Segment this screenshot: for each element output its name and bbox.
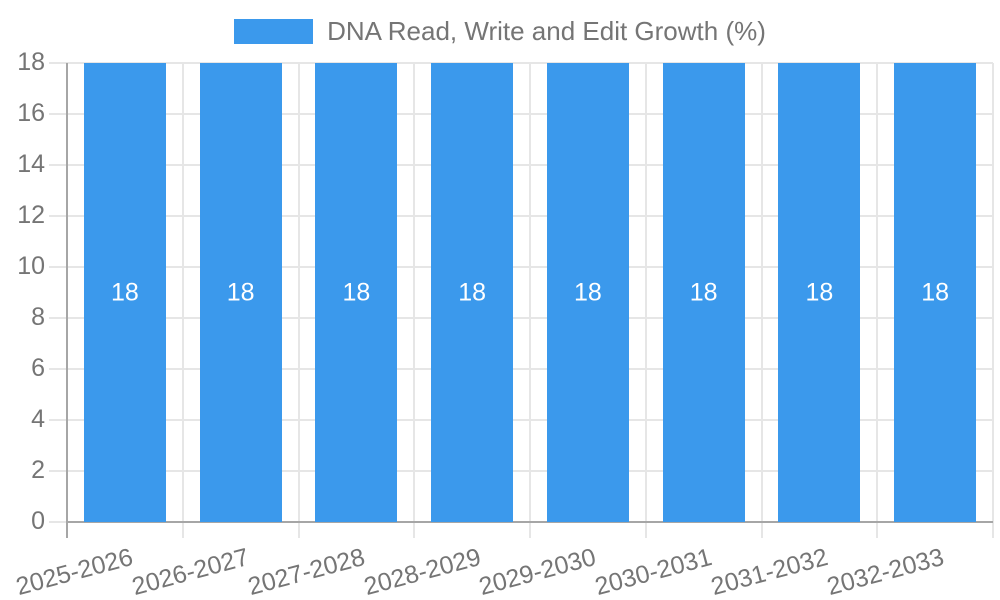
x-axis-tick-label: 2025-2026 (13, 543, 137, 600)
y-axis-tick-label: 18 (17, 47, 45, 76)
y-axis-tick-label: 16 (17, 98, 45, 127)
y-axis-tick-label: 12 (17, 200, 45, 229)
bar-value-label: 18 (805, 278, 834, 306)
y-axis-tick-label: 2 (31, 455, 45, 484)
x-axis-tick-label: 2029-2030 (476, 543, 600, 600)
h-gridline (49, 419, 993, 421)
bar (778, 63, 861, 522)
bar-value-label: 18 (458, 278, 487, 306)
bar (431, 63, 514, 522)
bar (662, 63, 745, 522)
v-gridline (297, 63, 300, 538)
h-gridline (49, 113, 993, 115)
v-gridline (876, 63, 879, 538)
y-axis-tick-label: 8 (31, 302, 45, 331)
v-gridline (644, 63, 647, 538)
v-gridline (413, 63, 416, 538)
bar-value-label: 18 (110, 278, 139, 306)
y-axis-tick-label: 6 (31, 353, 45, 382)
h-gridline (49, 368, 993, 370)
bar (83, 63, 166, 522)
x-axis-tick-label: 2027-2028 (244, 543, 368, 600)
x-axis-tick-label: 2032-2033 (823, 543, 947, 600)
y-axis-line (66, 63, 68, 538)
v-gridline (760, 63, 763, 538)
bar-value-label: 18 (921, 278, 950, 306)
h-gridline (49, 215, 993, 217)
legend-swatch (234, 18, 314, 44)
x-axis-tick-label: 2028-2029 (360, 543, 484, 600)
legend[interactable]: DNA Read, Write and Edit Growth (%) (0, 17, 1000, 45)
x-axis-tick-label: 2030-2031 (592, 543, 715, 600)
x-axis-line (67, 521, 993, 523)
h-gridline (49, 62, 993, 64)
y-axis-tick-label: 14 (17, 149, 45, 178)
x-axis-tick-label: 2031-2032 (707, 543, 831, 600)
h-gridline (49, 317, 993, 319)
bar-value-label: 18 (689, 278, 718, 306)
bar-value-label: 18 (226, 278, 255, 306)
y-axis-tick-label: 0 (31, 506, 45, 535)
bar (546, 63, 629, 522)
y-axis-tick-label: 10 (17, 251, 45, 280)
h-gridline (49, 470, 993, 472)
x-axis-tick-label: 2026-2027 (129, 543, 252, 600)
y-axis-tick-label: 4 (31, 404, 45, 433)
bar-value-label: 18 (573, 278, 602, 306)
bar (199, 63, 282, 522)
v-gridline (181, 63, 184, 538)
v-gridline (529, 63, 531, 538)
h-gridline (49, 266, 993, 268)
bar (894, 63, 977, 522)
legend-label: DNA Read, Write and Edit Growth (%) (327, 16, 766, 46)
v-gridline (992, 63, 994, 538)
bar (315, 63, 398, 522)
bar-value-label: 18 (342, 278, 371, 306)
h-gridline (49, 164, 993, 166)
